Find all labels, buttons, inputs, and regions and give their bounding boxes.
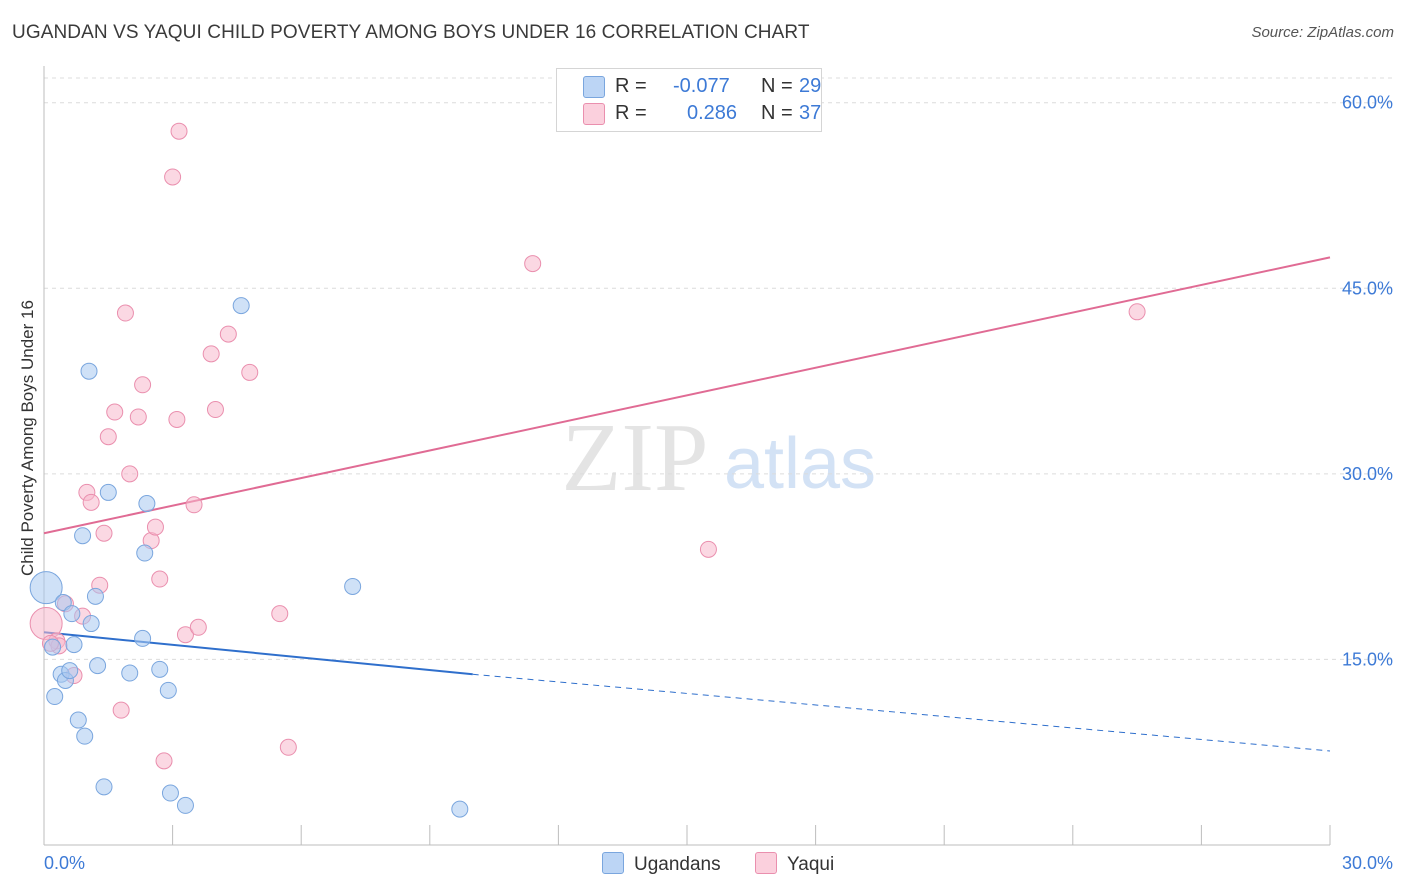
- yaqui-point: [112, 701, 130, 719]
- ugandans-point: [176, 796, 194, 814]
- yaqui-point: [1128, 303, 1146, 321]
- yaqui-point: [95, 524, 113, 542]
- ugandans-point: [44, 638, 62, 656]
- legend-n-label: N =: [761, 75, 793, 97]
- x-tick-label: 30.0%: [1342, 853, 1393, 873]
- ugandans-point: [69, 711, 87, 729]
- yaqui-point: [202, 345, 220, 363]
- yaqui-trend-line: [43, 256, 1331, 535]
- ugandans-point: [82, 615, 100, 633]
- ugandans-point: [63, 605, 81, 623]
- ugandans-point: [65, 636, 83, 654]
- y-axis-label: Child Poverty Among Boys Under 16: [18, 300, 37, 576]
- ugandans-trend-line: [43, 631, 473, 676]
- legend-swatch-ugandans: [583, 76, 605, 98]
- yaqui-point: [206, 401, 224, 419]
- ugandans-point: [80, 362, 98, 380]
- legend-r-label: R =: [615, 102, 647, 124]
- yaqui-point: [155, 752, 173, 770]
- ugandans-point: [159, 681, 177, 699]
- yaqui-point: [121, 465, 139, 483]
- yaqui-point: [82, 493, 100, 511]
- ugandans-point: [161, 784, 179, 802]
- yaqui-point: [185, 496, 203, 514]
- yaqui-point: [219, 325, 237, 343]
- legend-swatch-ugandans: [602, 852, 624, 874]
- correlation-legend: R = -0.077 N = 29 R = 0.286 N = 37: [556, 68, 822, 132]
- yaqui-point: [271, 605, 289, 623]
- ugandans-point: [121, 664, 139, 682]
- ugandans-point: [86, 587, 104, 605]
- yaqui-point: [279, 738, 297, 756]
- ugandans-point: [344, 577, 362, 595]
- legend-swatch-yaqui: [755, 852, 777, 874]
- yaqui-point: [151, 570, 169, 588]
- yaqui-point: [524, 255, 542, 273]
- ugandans-point: [74, 527, 92, 545]
- legend-n-value: 29: [799, 75, 822, 97]
- ugandans-point: [95, 778, 113, 796]
- yaqui-point: [699, 540, 717, 558]
- yaqui-point: [176, 626, 194, 644]
- legend-label-ugandans: Ugandans: [634, 854, 721, 875]
- legend-n-label: N =: [761, 102, 793, 124]
- ugandans-point: [61, 662, 79, 680]
- y-tick-label: 30.0%: [1342, 464, 1393, 484]
- legend-item-ugandans: Ugandans: [602, 852, 721, 876]
- source-label: Source: ZipAtlas.com: [1251, 24, 1394, 41]
- tick-labels: 15.0% 30.0% 45.0% 60.0% 0.0% 30.0%: [44, 93, 1393, 873]
- ugandans-point: [232, 297, 250, 315]
- legend-r-label: R =: [615, 75, 647, 97]
- yaqui-point: [106, 403, 124, 421]
- yaqui-point: [189, 618, 207, 636]
- watermark: ZIP atlas: [562, 404, 877, 512]
- y-tick-label: 15.0%: [1342, 649, 1393, 669]
- chart-title: UGANDAN VS YAQUI CHILD POVERTY AMONG BOY…: [12, 22, 810, 43]
- legend-item-yaqui: Yaqui: [755, 852, 834, 876]
- yaqui-point: [134, 376, 152, 394]
- yaqui-point: [164, 168, 182, 186]
- data-points: [29, 122, 1146, 818]
- yaqui-point: [146, 518, 164, 536]
- ugandans-point: [89, 657, 107, 675]
- ugandans-point: [99, 483, 117, 501]
- trend-lines: [43, 256, 1331, 752]
- ugandans-point: [451, 800, 469, 818]
- axes: [43, 66, 1331, 846]
- y-tick-label: 60.0%: [1342, 93, 1393, 113]
- ugandans-point: [76, 727, 94, 745]
- watermark-zip: ZIP: [562, 404, 709, 512]
- legend-r-value: -0.077: [673, 75, 730, 97]
- yaqui-point: [99, 428, 117, 446]
- y-tick-label: 45.0%: [1342, 278, 1393, 298]
- ugandans-point: [136, 544, 154, 562]
- yaqui-point: [129, 408, 147, 426]
- legend-r-value: 0.286: [687, 102, 738, 124]
- ugandans-point: [134, 629, 152, 647]
- yaqui-point: [116, 304, 134, 322]
- ugandans-point: [29, 571, 63, 605]
- ugandans-point: [46, 688, 64, 706]
- yaqui-point: [241, 363, 259, 381]
- legend-label-yaqui: Yaqui: [787, 854, 835, 875]
- x-tick-label: 0.0%: [44, 853, 85, 873]
- ugandans-point: [138, 495, 156, 513]
- ugandans-point: [151, 660, 169, 678]
- ugandans-trend-extension: [472, 673, 1331, 752]
- yaqui-point: [168, 410, 186, 428]
- legend-n-value: 37: [799, 102, 822, 124]
- watermark-atlas: atlas: [724, 424, 876, 504]
- legend-swatch-yaqui: [583, 103, 605, 125]
- yaqui-point: [170, 122, 188, 140]
